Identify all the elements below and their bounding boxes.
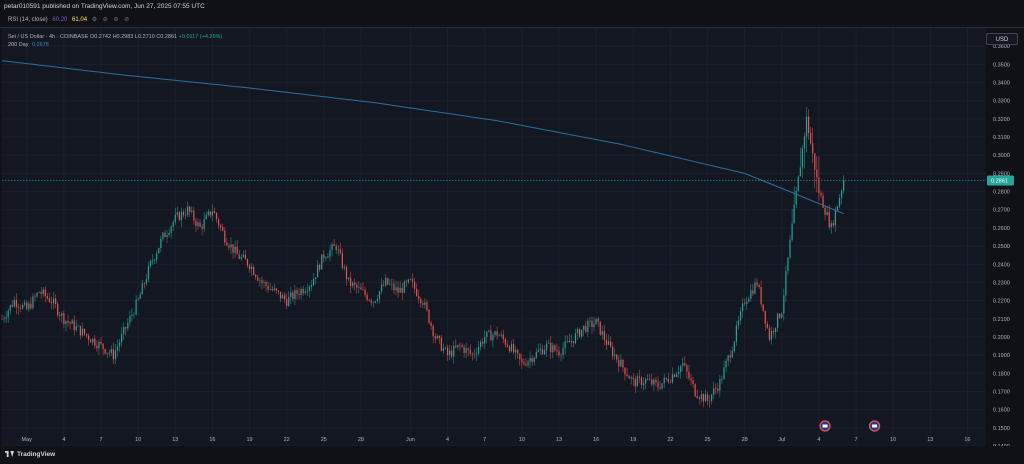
y-tick-label: 0.1900 [993,353,1010,359]
y-tick-label: 0.1700 [993,389,1010,395]
ma-label[interactable]: 200 Day [8,42,29,48]
tradingview-logo-icon [5,451,14,457]
last-price-tag [987,175,1014,186]
y-tick-label: 0.2300 [993,280,1010,286]
indicator-label[interactable]: RSI (14, close) [8,17,48,23]
y-tick-label: 0.2800 [993,190,1010,196]
y-tick-label: 0.3500 [993,62,1010,68]
y-tick-label: 0.2900 [993,171,1010,177]
ohlc-high: H0.2983 [112,34,134,40]
divider [0,27,1024,28]
symbol-legend: Sei / US Dollar · 4h · COINBASE O0.2742 … [8,34,222,40]
y-tick-label: 0.3100 [993,135,1010,141]
last-price-label: 0.2861 [991,178,1008,184]
ohlc-close: C0.2861 [156,34,178,40]
y-tick-label: 0.2000 [993,335,1010,341]
ohlc-change: +0.0117 (+4.26%) [178,34,223,40]
y-tick-label: 0.2700 [993,208,1010,214]
y-tick-label: 0.2600 [993,226,1010,232]
indicator-bar: RSI (14, close) 60.20 61.04 ⚙ ⊘ ⊘ ⊘ [0,14,1024,26]
ohlc-open: O0.2742 [89,34,112,40]
publisher-bar: petar01059​1 published on TradingView.co… [0,0,1024,14]
y-tick-label: 0.3400 [993,81,1010,87]
symbol-name[interactable]: Sei / US Dollar · 4h · COINBASE [8,34,89,40]
y-tick-label: 0.2100 [993,317,1010,323]
y-tick-label: 0.3000 [993,153,1010,159]
y-tick-label: 0.3200 [993,117,1010,123]
footer [0,446,1024,464]
brand-name: TradingView [17,451,56,458]
ma-legend: 200 Day 0.2678 [8,42,49,48]
y-tick-label: 0.1800 [993,371,1010,377]
y-tick-label: 0.1600 [993,408,1010,414]
y-tick-label: 0.2200 [993,299,1010,305]
indicator-tools-icons[interactable]: ⚙ ⊘ ⊘ ⊘ [91,17,132,23]
indicator-value-1: 60.20 [52,17,68,23]
currency-button[interactable]: USD [986,33,1018,45]
ma-value: 0.2678 [32,42,49,48]
y-tick-label: 0.2500 [993,244,1010,250]
y-tick-label: 0.2400 [993,262,1010,268]
tradingview-logo[interactable]: TradingView [5,451,55,458]
indicator-value-2: 61.04 [72,17,88,23]
y-tick-label: 0.1500 [993,426,1010,432]
ohlc-low: L0.2710 [134,34,155,40]
chart-area[interactable] [2,28,986,446]
y-tick-label: 0.3300 [993,99,1010,105]
publisher-text: petar01059​1 published on TradingView.co… [4,3,205,10]
